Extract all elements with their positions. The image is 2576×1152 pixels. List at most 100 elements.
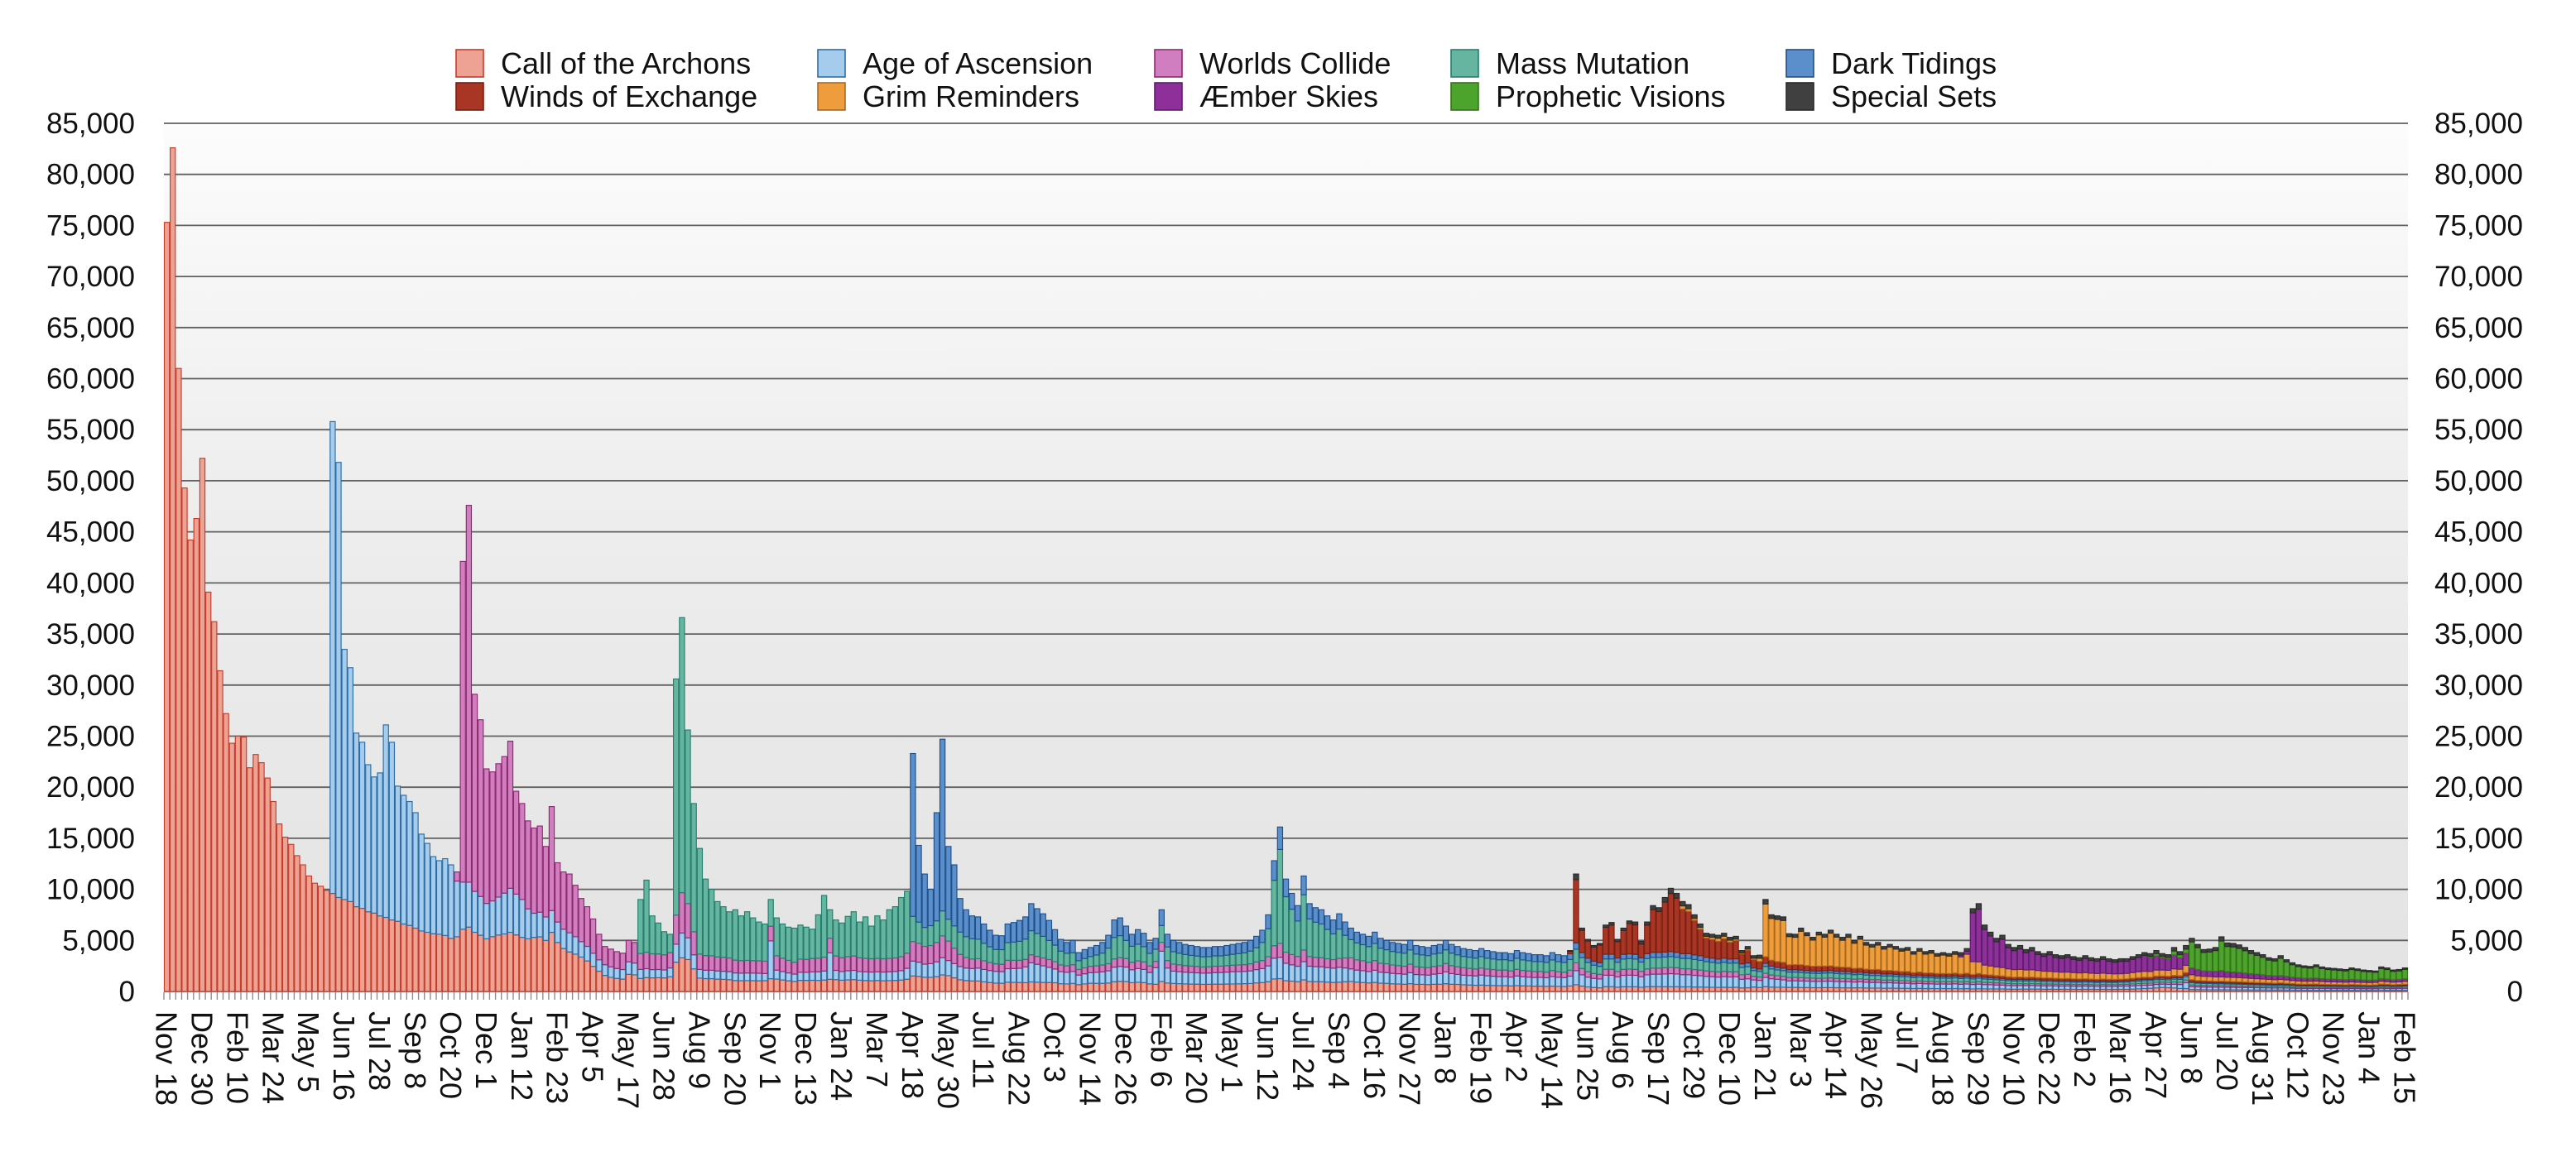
svg-text:Worlds Collide: Worlds Collide: [1199, 46, 1391, 80]
svg-text:35,000: 35,000: [46, 618, 135, 650]
svg-text:0: 0: [119, 976, 135, 1008]
svg-text:Jul 11: Jul 11: [967, 1011, 1001, 1088]
svg-text:Nov 27: Nov 27: [1393, 1011, 1427, 1106]
svg-text:Special Sets: Special Sets: [1831, 79, 1997, 113]
svg-text:Apr 2: Apr 2: [1500, 1011, 1534, 1082]
svg-text:20,000: 20,000: [46, 771, 135, 804]
svg-text:60,000: 60,000: [2434, 363, 2523, 396]
svg-text:Nov 14: Nov 14: [1073, 1011, 1107, 1106]
svg-text:Apr 5: Apr 5: [576, 1011, 610, 1082]
svg-text:Call of the Archons: Call of the Archons: [501, 46, 751, 80]
svg-text:Mar 16: Mar 16: [2103, 1011, 2137, 1104]
svg-text:Mar 20: Mar 20: [1180, 1011, 1214, 1104]
svg-text:Apr 27: Apr 27: [2139, 1011, 2173, 1099]
svg-text:Dec 10: Dec 10: [1713, 1011, 1747, 1106]
svg-text:Æmber Skies: Æmber Skies: [1199, 79, 1378, 113]
svg-text:Jul 7: Jul 7: [1891, 1011, 1925, 1074]
svg-text:60,000: 60,000: [46, 363, 135, 396]
svg-text:85,000: 85,000: [2434, 108, 2523, 140]
svg-text:Dark Tidings: Dark Tidings: [1831, 46, 1997, 80]
svg-text:Sep 4: Sep 4: [1322, 1011, 1356, 1089]
svg-text:Dec 1: Dec 1: [469, 1011, 503, 1089]
svg-text:May 30: May 30: [931, 1011, 965, 1109]
svg-text:70,000: 70,000: [2434, 261, 2523, 293]
svg-text:Sep 17: Sep 17: [1641, 1011, 1675, 1106]
svg-text:Jul 24: Jul 24: [1286, 1011, 1320, 1091]
svg-text:5,000: 5,000: [2450, 924, 2523, 957]
svg-text:70,000: 70,000: [46, 261, 135, 293]
svg-text:Aug 18: Aug 18: [1926, 1011, 1960, 1106]
svg-text:65,000: 65,000: [46, 312, 135, 344]
svg-text:Jan 24: Jan 24: [824, 1011, 858, 1101]
svg-text:Oct 20: Oct 20: [434, 1011, 468, 1099]
svg-text:Oct 3: Oct 3: [1038, 1011, 1072, 1082]
svg-text:Oct 12: Oct 12: [2281, 1011, 2315, 1099]
svg-text:May 26: May 26: [1855, 1011, 1889, 1109]
svg-text:Age of Ascension: Age of Ascension: [863, 46, 1093, 80]
svg-text:55,000: 55,000: [2434, 414, 2523, 446]
svg-text:80,000: 80,000: [2434, 159, 2523, 191]
svg-text:Apr 14: Apr 14: [1819, 1011, 1853, 1099]
svg-text:Nov 18: Nov 18: [150, 1011, 184, 1106]
svg-text:Jul 28: Jul 28: [363, 1011, 396, 1091]
svg-text:30,000: 30,000: [46, 670, 135, 702]
svg-text:15,000: 15,000: [46, 823, 135, 855]
svg-text:50,000: 50,000: [2434, 465, 2523, 497]
svg-text:Jul 20: Jul 20: [2210, 1011, 2244, 1091]
svg-text:Mar 3: Mar 3: [1784, 1011, 1818, 1087]
svg-text:50,000: 50,000: [46, 465, 135, 497]
svg-text:Jan 21: Jan 21: [1748, 1011, 1782, 1101]
svg-text:Dec 30: Dec 30: [185, 1011, 219, 1106]
svg-text:Jan 8: Jan 8: [1429, 1011, 1463, 1084]
svg-text:Dec 26: Dec 26: [1108, 1011, 1142, 1106]
svg-text:Sep 20: Sep 20: [718, 1011, 752, 1106]
svg-text:Grim Reminders: Grim Reminders: [863, 79, 1079, 113]
svg-text:Nov 23: Nov 23: [2317, 1011, 2351, 1106]
svg-text:Aug 22: Aug 22: [1002, 1011, 1036, 1106]
svg-text:Feb 10: Feb 10: [220, 1011, 254, 1104]
svg-text:10,000: 10,000: [46, 874, 135, 906]
svg-text:Feb 23: Feb 23: [541, 1011, 574, 1104]
svg-text:5,000: 5,000: [62, 924, 135, 957]
svg-text:Jun 28: Jun 28: [646, 1011, 680, 1101]
svg-text:85,000: 85,000: [46, 108, 135, 140]
svg-text:Sep 29: Sep 29: [1961, 1011, 1995, 1106]
svg-text:Feb 6: Feb 6: [1144, 1011, 1178, 1087]
svg-text:Jun 25: Jun 25: [1570, 1011, 1604, 1101]
svg-text:May 5: May 5: [291, 1011, 325, 1092]
svg-text:Dec 13: Dec 13: [789, 1011, 823, 1106]
svg-text:Jun 16: Jun 16: [327, 1011, 361, 1101]
svg-text:May 17: May 17: [612, 1011, 646, 1109]
svg-text:Jun 12: Jun 12: [1251, 1011, 1285, 1101]
svg-text:Sep 8: Sep 8: [398, 1011, 432, 1089]
svg-text:Oct 16: Oct 16: [1358, 1011, 1391, 1099]
svg-text:Apr 18: Apr 18: [896, 1011, 930, 1099]
svg-text:65,000: 65,000: [2434, 312, 2523, 344]
svg-text:Oct 29: Oct 29: [1677, 1011, 1711, 1099]
svg-text:Aug 6: Aug 6: [1606, 1011, 1640, 1089]
svg-text:80,000: 80,000: [46, 159, 135, 191]
svg-text:75,000: 75,000: [2434, 209, 2523, 242]
svg-text:10,000: 10,000: [2434, 874, 2523, 906]
svg-text:25,000: 25,000: [2434, 721, 2523, 753]
svg-text:Feb 2: Feb 2: [2068, 1011, 2102, 1087]
svg-text:45,000: 45,000: [2434, 516, 2523, 549]
svg-text:Feb 15: Feb 15: [2387, 1011, 2421, 1104]
svg-text:Dec 22: Dec 22: [2032, 1011, 2066, 1106]
svg-text:75,000: 75,000: [46, 209, 135, 242]
svg-text:May 14: May 14: [1535, 1011, 1569, 1109]
svg-text:Aug 31: Aug 31: [2246, 1011, 2280, 1106]
svg-text:55,000: 55,000: [46, 414, 135, 446]
svg-text:Mar 24: Mar 24: [256, 1011, 290, 1104]
svg-text:Mass Mutation: Mass Mutation: [1496, 46, 1689, 80]
svg-text:45,000: 45,000: [46, 516, 135, 549]
svg-text:25,000: 25,000: [46, 721, 135, 753]
svg-text:Jan 12: Jan 12: [505, 1011, 539, 1101]
svg-text:Winds of Exchange: Winds of Exchange: [501, 79, 757, 113]
svg-text:Nov 10: Nov 10: [1997, 1011, 2031, 1106]
svg-text:40,000: 40,000: [2434, 567, 2523, 599]
svg-text:Prophetic Visions: Prophetic Visions: [1496, 79, 1726, 113]
svg-text:Mar 7: Mar 7: [860, 1011, 894, 1087]
svg-text:Jun 8: Jun 8: [2175, 1011, 2208, 1084]
svg-text:40,000: 40,000: [46, 567, 135, 599]
